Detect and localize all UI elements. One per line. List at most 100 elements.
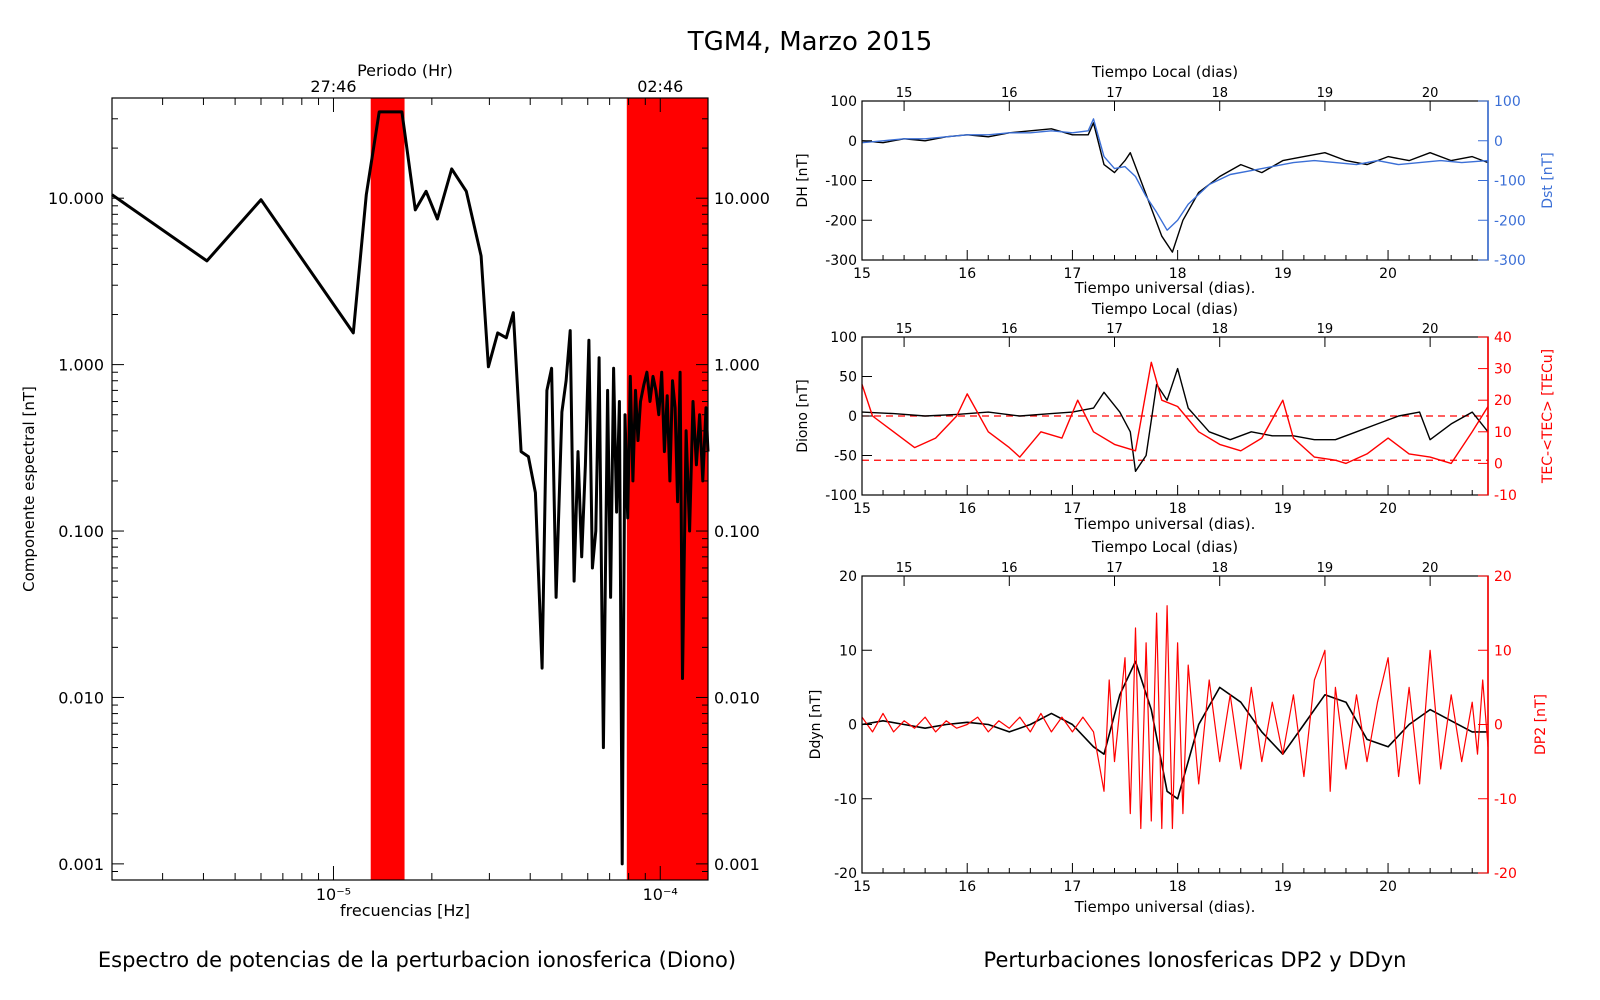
spectrum-xlabel: frecuencias [Hz] bbox=[340, 901, 470, 920]
diono_tec-y2tick-label: 30 bbox=[1494, 362, 1512, 378]
plots-layer: 10.000 10.000 1.000 1.000 0.100 0.100 0.010 0.0… bbox=[20, 61, 1556, 920]
diono_tec-ytick-label: 100 bbox=[830, 330, 857, 346]
dh_dst-ytick-label: 100 bbox=[830, 94, 857, 110]
ddyn_dp2-xtick-label: 20 bbox=[1379, 879, 1397, 895]
dh_dst-series-dst bbox=[861, 118, 1489, 231]
figure-title: TGM4, Marzo 2015 bbox=[687, 27, 933, 57]
ddyn_dp2-ytick-label: 20 bbox=[839, 569, 857, 585]
dh_dst-chart: 15 16 17 18 19 20 15 16 17 18 19 20 100 0 -100 -200 -300… bbox=[795, 63, 1556, 297]
diono_tec-ytick-label: 50 bbox=[839, 370, 857, 386]
ddyn_dp2-top-tick-label: 20 bbox=[1422, 561, 1439, 576]
dh_dst-top-tick-label: 15 bbox=[896, 86, 913, 101]
dh_dst-frame bbox=[861, 100, 1489, 261]
spectrum-ytick-label-left: 0.001 bbox=[58, 855, 104, 874]
ddyn_dp2-top-tick-label: 18 bbox=[1211, 561, 1228, 576]
dh_dst-xtick-label: 16 bbox=[958, 266, 976, 282]
ddyn_dp2-y2tick-label: -10 bbox=[1494, 792, 1517, 808]
diono_tec-xtick-label: 16 bbox=[958, 501, 976, 517]
diono_tec-ytick-label: 0 bbox=[848, 409, 857, 425]
diono_tec-xlabel: Tiempo universal (dias). bbox=[1074, 515, 1256, 533]
diono_tec-series-diono bbox=[861, 367, 1489, 472]
dh_dst-top-tick-label: 18 bbox=[1211, 86, 1228, 101]
ddyn_dp2-xtick-label: 16 bbox=[958, 879, 976, 895]
dh_dst-series-dh bbox=[861, 122, 1489, 253]
diono_tec-xtick-label: 20 bbox=[1379, 501, 1397, 517]
ddyn_dp2-y2tick-label: -20 bbox=[1494, 866, 1517, 882]
spectrum-top-tick-label: 02:46 bbox=[637, 77, 683, 96]
spectrum-top-axis-label: Periodo (Hr) bbox=[357, 61, 453, 80]
diono_tec-ytick-label: -100 bbox=[825, 488, 857, 504]
diono_tec-xtick-label: 17 bbox=[1064, 501, 1082, 517]
dh_dst-xtick-label: 15 bbox=[853, 266, 871, 282]
diono_tec-y2tick-label: -10 bbox=[1494, 488, 1517, 504]
spectrum-ytick-label-left: 1.000 bbox=[58, 356, 104, 375]
ddyn_dp2-y2tick-label: 10 bbox=[1494, 643, 1512, 659]
ddyn_dp2-series-dp2 bbox=[861, 605, 1489, 830]
diono_tec-chart: 15 16 17 18 19 2015 16 17 18 19 20100500-50-100403… bbox=[795, 300, 1556, 533]
spectrum-ytick-label-left: 10.000 bbox=[48, 189, 104, 208]
spectrum-ytick-label-left: 0.100 bbox=[58, 522, 104, 541]
diono_tec-top-tick-label: 17 bbox=[1106, 322, 1123, 337]
spectrum-xtick-label: 10⁻⁵ bbox=[316, 885, 351, 904]
shaded-band-2 bbox=[626, 98, 708, 880]
spectrum-ytick-label-right: 10.000 bbox=[714, 189, 770, 208]
diono_tec-top-tick-label: 15 bbox=[896, 322, 913, 337]
dh_dst-top-axis-label: Tiempo Local (dias) bbox=[1091, 63, 1238, 81]
spectrum-frame bbox=[111, 97, 709, 881]
ddyn_dp2-xtick-label: 18 bbox=[1169, 879, 1187, 895]
ddyn_dp2-y2tick-label: 20 bbox=[1494, 569, 1512, 585]
ddyn_dp2-y2label: DP2 [nT] bbox=[1533, 694, 1549, 755]
diono_tec-y2tick-label: 0 bbox=[1494, 456, 1503, 472]
ddyn_dp2-top-tick-label: 17 bbox=[1106, 561, 1123, 576]
dh_dst-xtick-label: 17 bbox=[1064, 266, 1082, 282]
diono_tec-xtick-label: 15 bbox=[853, 501, 871, 517]
dh_dst-ytick-label: -200 bbox=[825, 213, 857, 229]
dh_dst-y2tick-label: -100 bbox=[1494, 174, 1526, 190]
spectrum-line bbox=[111, 110, 710, 866]
diono_tec-top-tick-label: 18 bbox=[1211, 322, 1228, 337]
ddyn_dp2-ytick-label: 0 bbox=[848, 718, 857, 734]
ddyn_dp2-ytick-label: -10 bbox=[834, 792, 857, 808]
ddyn_dp2-xtick-label: 17 bbox=[1064, 879, 1082, 895]
ddyn_dp2-xtick-label: 19 bbox=[1274, 879, 1292, 895]
diono_tec-ytick-label: -50 bbox=[834, 449, 857, 465]
ddyn_dp2-ytick-label: -20 bbox=[834, 866, 857, 882]
dh_dst-y2tick-label: 0 bbox=[1494, 134, 1503, 150]
diono_tec-top-tick-label: 20 bbox=[1422, 322, 1439, 337]
dh_dst-y2label: Dst [nT] bbox=[1540, 152, 1556, 208]
dh_dst-ylabel: DH [nT] bbox=[795, 153, 811, 207]
ddyn_dp2-ytick-label: 10 bbox=[839, 643, 857, 659]
ddyn_dp2-top-tick-label: 16 bbox=[1001, 561, 1018, 576]
dh_dst-xtick-label: 18 bbox=[1169, 266, 1187, 282]
spectrum-xtick-label: 10⁻⁴ bbox=[643, 885, 678, 904]
ddyn_dp2-y2tick-label: 0 bbox=[1494, 718, 1503, 734]
spectrum-ytick-label-right: 0.010 bbox=[714, 688, 760, 707]
ddyn_dp2-top-tick-label: 19 bbox=[1317, 561, 1334, 576]
spectrum-chart: 10.000 10.000 1.000 1.000 0.100 0.100 0.010 0.0… bbox=[20, 61, 770, 920]
ddyn_dp2-chart: 15 16 17 18 19 20 15 16 17 18 19 20 20 10 0 -10 -20 20 10 0… bbox=[808, 538, 1549, 916]
spectrum-ytick-label-left: 0.010 bbox=[58, 688, 104, 707]
ddyn_dp2-xlabel: Tiempo universal (dias). bbox=[1074, 898, 1256, 916]
dh_dst-ytick-label: -300 bbox=[825, 253, 857, 269]
diono_tec-ylabel: Diono [nT] bbox=[795, 379, 811, 452]
ddyn_dp2-xtick-label: 15 bbox=[853, 879, 871, 895]
diono_tec-y2tick-label: 10 bbox=[1494, 425, 1512, 441]
diono_tec-y2tick-label: 40 bbox=[1494, 330, 1512, 346]
spectrum-ytick-label-right: 0.100 bbox=[714, 522, 760, 541]
spectrum-ytick-label-right: 1.000 bbox=[714, 356, 760, 375]
diono_tec-xtick-label: 19 bbox=[1274, 501, 1292, 517]
caption-right: Perturbaciones Ionosfericas DP2 y DDyn bbox=[984, 948, 1407, 972]
diono_tec-y2label: TEC-<TEC> [TECu] bbox=[1540, 349, 1556, 484]
dh_dst-top-tick-label: 20 bbox=[1422, 86, 1439, 101]
ddyn_dp2-series-ddyn bbox=[861, 660, 1488, 800]
spectrum-ylabel: Componente espectral [nT] bbox=[20, 386, 38, 592]
diono_tec-top-axis-label: Tiempo Local (dias) bbox=[1091, 300, 1238, 318]
diono_tec-y2tick-label: 20 bbox=[1494, 393, 1512, 409]
diono_tec-top-tick-label: 16 bbox=[1001, 322, 1018, 337]
diono_tec-xtick-label: 18 bbox=[1169, 501, 1187, 517]
diono_tec-top-tick-label: 19 bbox=[1317, 322, 1334, 337]
diono_tec-series-tec-tec- bbox=[861, 361, 1489, 465]
dh_dst-y2tick-label: 100 bbox=[1494, 94, 1521, 110]
dh_dst-xlabel: Tiempo universal (dias). bbox=[1074, 279, 1256, 297]
